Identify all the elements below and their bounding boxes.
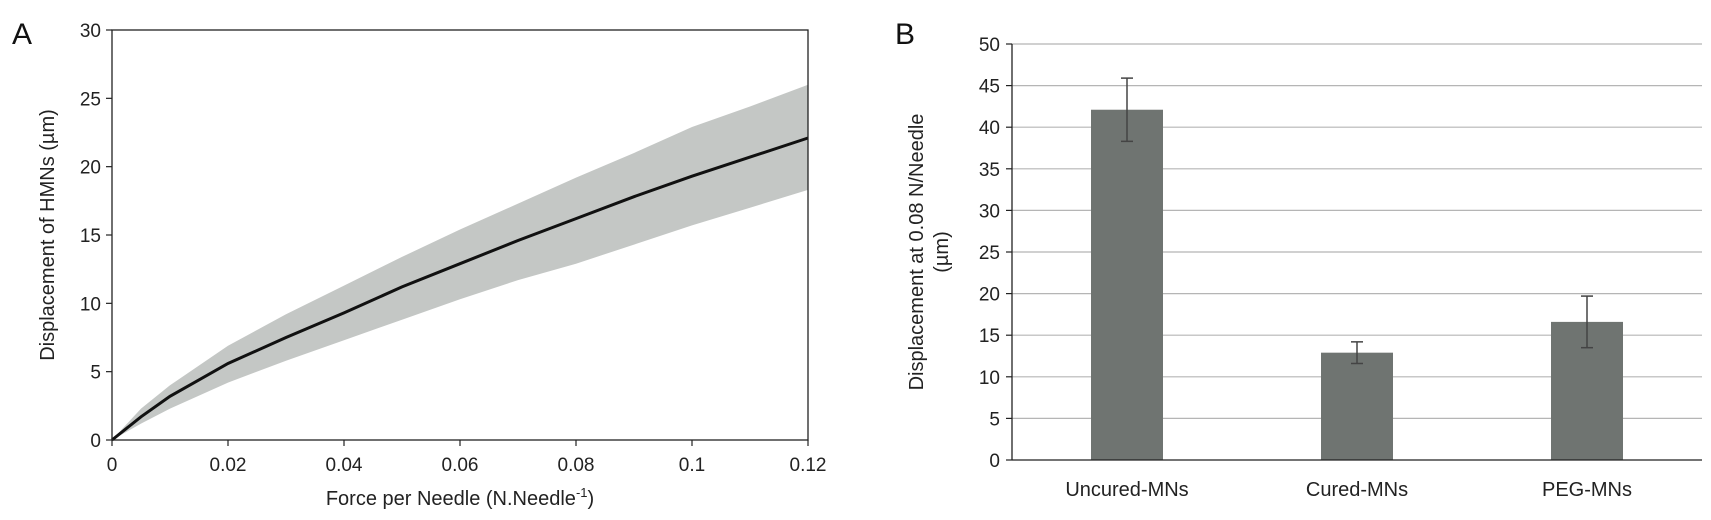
x-tick-label: 0.02 [210, 455, 247, 476]
x-tick-label: 0.12 [790, 455, 827, 476]
panel-a-x-ticks: 0 0.02 0.04 0.06 0.08 0.1 0.12 [107, 440, 827, 476]
panel-a-x-axis-label: Force per Needle (N.Needle-1) [326, 485, 594, 510]
panel-a-y-axis-label: Displacement of HMNs (µm) [37, 109, 59, 361]
y-tick-label: 0 [989, 451, 1000, 472]
panel-b-y-axis-label: Displacement at 0.08 N/Needle (µm) [906, 114, 953, 391]
category-label: PEG-MNs [1542, 479, 1632, 501]
y-tick-label: 5 [989, 409, 1000, 430]
panel-b-x-ticks: Uncured-MNs Cured-MNs PEG-MNs [1065, 479, 1632, 501]
panel-a-label: A [12, 18, 32, 51]
bar [1091, 109, 1163, 460]
y-tick-label: 5 [90, 363, 101, 384]
y-tick-label: 20 [979, 285, 1000, 306]
y-tick-label: 15 [80, 226, 101, 247]
panel-b-label: B [895, 18, 915, 51]
x-tick-label: 0.04 [326, 455, 363, 476]
x-tick-label: 0 [107, 455, 118, 476]
panel-b-bars [1091, 109, 1623, 460]
panel-a-plot-area [111, 84, 809, 442]
y-tick-label: 50 [979, 35, 1000, 56]
y-tick-label: 35 [979, 160, 1000, 181]
y-tick-label: 20 [80, 158, 101, 179]
y-tick-label: 30 [979, 201, 1000, 222]
y-tick-label: 25 [80, 89, 101, 110]
y-tick-label: 40 [979, 118, 1000, 139]
panel-a-y-ticks: 0 5 10 15 20 25 30 [80, 21, 112, 452]
y-tick-label: 10 [80, 294, 101, 315]
panel-b: B 0 5 10 15 20 25 30 35 40 45 50 Uncured-MNs Cured-… [895, 18, 1702, 501]
x-tick-label: 0.06 [442, 455, 479, 476]
y-tick-label: 15 [979, 326, 1000, 347]
y-tick-label: 10 [979, 368, 1000, 389]
category-label: Uncured-MNs [1065, 479, 1188, 501]
panel-b-error-bars [1121, 77, 1593, 365]
y-tick-label: 0 [90, 431, 101, 452]
panel-b-y-ticks: 0 5 10 15 20 25 30 35 40 45 50 [979, 35, 1012, 472]
y-tick-label: 45 [979, 77, 1000, 98]
mean-line [111, 136, 809, 442]
x-tick-label: 0.08 [558, 455, 595, 476]
panel-a: A 0 0.02 0.04 0.06 0.08 0.1 0.12 051015202530 … [12, 18, 826, 510]
y-tick-label: 25 [979, 243, 1000, 264]
y-tick-label: 30 [80, 21, 101, 42]
x-tick-label: 0.1 [679, 455, 705, 476]
category-label: Cured-MNs [1306, 479, 1408, 501]
bar [1321, 352, 1393, 460]
